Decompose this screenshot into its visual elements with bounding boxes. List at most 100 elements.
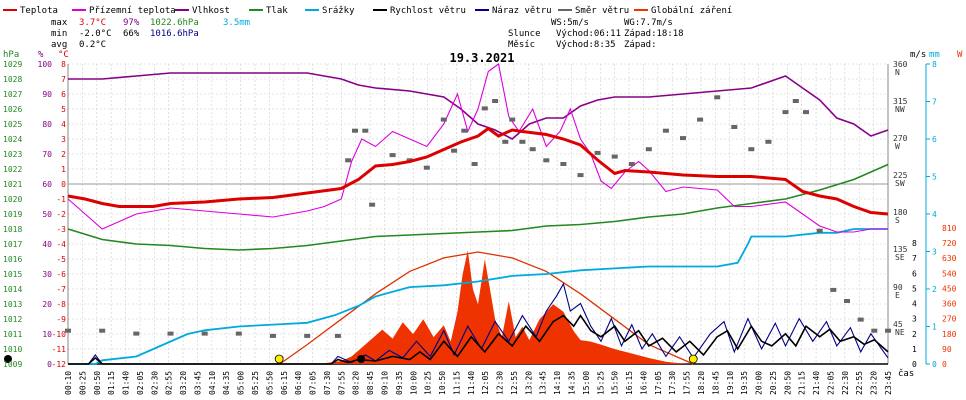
direction-point <box>611 154 618 159</box>
tick-pct: 60 <box>42 180 52 189</box>
tick-pct: 40 <box>42 240 52 249</box>
tick-pct: 50 <box>42 210 52 219</box>
tick-c: -5 <box>56 255 66 264</box>
tick-c: -4 <box>56 240 66 249</box>
tick-time: 11:40 <box>467 371 476 395</box>
tick-time: 05:25 <box>251 371 260 395</box>
unit-hpa: hPa <box>3 50 19 60</box>
tick-hpa: 1011 <box>3 330 22 339</box>
tick-c: -6 <box>56 270 66 279</box>
tick-time: 10:25 <box>424 371 433 395</box>
wind-speed-line <box>68 314 889 365</box>
tick-pct: 20 <box>42 300 52 309</box>
tick-c: 5 <box>61 105 66 114</box>
tick-mm: 0 <box>932 360 937 369</box>
tick-ms: 6 <box>912 269 917 278</box>
tick-time: 05:00 <box>237 371 246 395</box>
rain-line <box>68 228 888 365</box>
direction-point <box>201 331 208 336</box>
tick-hpa: 1019 <box>3 210 22 219</box>
tick-time: 12:30 <box>496 371 505 395</box>
unit-mm: mm <box>929 50 940 60</box>
tick-mm: 4 <box>932 210 937 219</box>
direction-point <box>628 162 635 166</box>
gust-line <box>68 282 889 365</box>
stats-max-label: max <box>51 18 68 28</box>
tick-time: 12:55 <box>510 371 519 395</box>
tick-w: 90 <box>942 345 952 354</box>
tick-time: 14:35 <box>568 371 577 395</box>
radiation-area <box>68 250 888 364</box>
tick-time: 18:45 <box>711 371 720 395</box>
tick-time: 13:45 <box>539 371 548 395</box>
tick-time: 22:05 <box>826 371 835 395</box>
direction-point <box>304 333 311 338</box>
tick-dir-deg: 180 <box>893 208 908 217</box>
tick-time: 02:05 <box>136 371 145 395</box>
sunrise-marker <box>274 354 284 364</box>
ground-temperature-line <box>67 63 888 233</box>
direction-point <box>133 331 140 336</box>
tick-time: 03:20 <box>179 371 188 395</box>
tick-dir-deg: 315 <box>893 97 908 106</box>
tick-time: 07:05 <box>309 371 318 395</box>
tick-hpa: 1012 <box>3 315 22 324</box>
tick-hpa: 1021 <box>3 180 22 189</box>
info-moon-rise: Východ:8:35 <box>556 40 616 50</box>
direction-point <box>461 128 468 133</box>
tick-c: -10 <box>52 330 67 339</box>
direction-point <box>235 331 242 336</box>
info-sun-rise: Východ:06:11 <box>556 29 621 39</box>
tick-time: 04:35 <box>222 371 231 395</box>
tick-mm: 5 <box>932 173 937 182</box>
tick-time: 21:15 <box>798 371 807 395</box>
legend-item: Vlhkost <box>192 6 230 16</box>
tick-pct: 80 <box>42 120 52 129</box>
tick-hpa: 1026 <box>3 105 22 114</box>
moonrise-marker <box>357 355 366 363</box>
tick-time: 00:10 <box>64 371 73 395</box>
unit-time: čas <box>898 368 914 379</box>
tick-pct: 70 <box>42 150 52 159</box>
direction-point <box>423 165 430 170</box>
tick-mm: 8 <box>932 60 937 69</box>
stats-min-label: min <box>51 29 67 39</box>
direction-point <box>502 139 509 144</box>
tick-hpa: 1015 <box>3 270 22 279</box>
tick-ms: 0 <box>912 360 917 369</box>
tick-time: 05:50 <box>265 371 274 395</box>
tick-time: 01:15 <box>107 371 116 395</box>
direction-point <box>509 117 516 122</box>
stats-panel: max 3.7°C 97% 1022.6hPa 3.5mm min -2.0°C… <box>51 18 250 50</box>
tick-dir-deg: 225 <box>893 171 908 180</box>
direction-point <box>714 95 721 100</box>
stats-max-temp: 3.7°C <box>79 18 106 28</box>
tick-dir-label: S <box>895 216 900 225</box>
tick-dir-deg: 45 <box>893 320 903 329</box>
tick-time: 22:30 <box>841 371 850 395</box>
tick-c: 0 <box>61 180 66 189</box>
tick-time: 20:25 <box>769 371 778 395</box>
stats-rain: 3.5mm <box>223 18 250 28</box>
tick-dir-label: N <box>895 68 900 77</box>
direction-point <box>816 228 823 233</box>
tick-time: 15:00 <box>582 371 591 395</box>
tick-time: 02:55 <box>165 371 174 395</box>
tick-mm: 1 <box>932 323 937 332</box>
tick-c: 1 <box>61 165 66 174</box>
tick-time: 10:00 <box>409 371 418 395</box>
tick-pct: 100 <box>38 60 53 69</box>
tick-c: -11 <box>52 345 67 354</box>
tick-dir-label: NW <box>895 105 905 114</box>
tick-c: 7 <box>61 75 66 84</box>
tick-dir-label: SW <box>895 179 905 188</box>
tick-c: 8 <box>61 60 66 69</box>
direction-point <box>270 333 276 338</box>
tick-time: 16:40 <box>639 371 648 395</box>
tick-hpa: 1024 <box>3 135 22 144</box>
tick-hpa: 1028 <box>3 75 22 84</box>
tick-time: 07:55 <box>337 371 346 395</box>
tick-time: 12:05 <box>481 371 490 395</box>
info-panel: WS:5m/s WG:7.7m/s Slunce Východ:06:11 Zá… <box>508 18 684 50</box>
tick-time: 08:45 <box>366 371 375 395</box>
